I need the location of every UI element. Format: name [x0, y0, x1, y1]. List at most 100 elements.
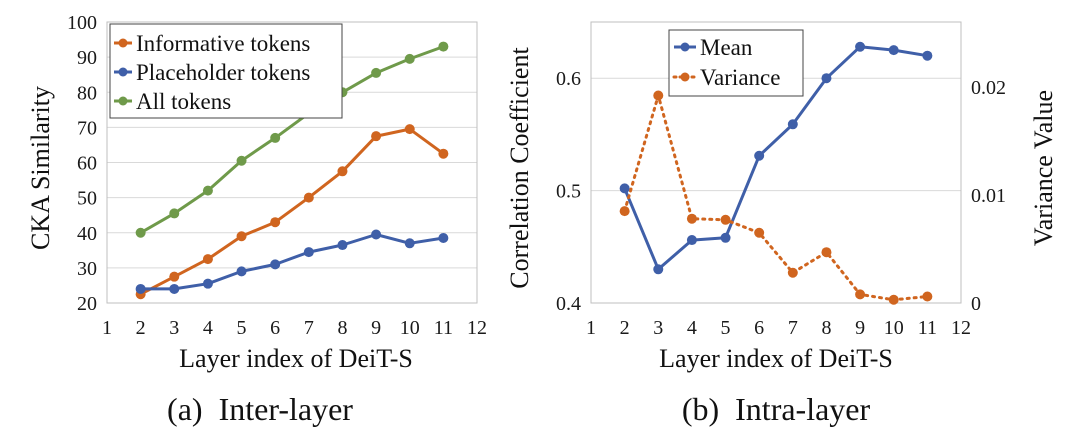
- point-variance-layer-4: [686, 213, 697, 224]
- panel-b-x-tick-labels: 1 2 3 4 5 6 7 8 9 10 11 12: [586, 317, 971, 339]
- panel-b-caption: (b) Intra-layer: [682, 391, 871, 427]
- panel-b-y2-tick-0: 0: [971, 293, 981, 315]
- panel-b-left-y-axis-label: Correlation Coefficient: [505, 47, 534, 289]
- point-all-tokens-layer-9: [371, 67, 382, 78]
- panel-a-x-tick-12: 12: [467, 317, 487, 339]
- point-all-tokens-layer-6: [270, 132, 281, 143]
- point-informative-tokens-layer-5: [236, 231, 247, 242]
- panel-b-gridlines: [591, 77, 961, 304]
- panel-a-y-axis-label: CKA Similarity: [26, 86, 55, 250]
- panel-b-y-tick-0-6: 0.6: [556, 68, 581, 90]
- panel-b-x-tick-3: 3: [653, 317, 663, 339]
- legend-marker-mean: [680, 42, 690, 52]
- point-mean-layer-3: [653, 264, 664, 275]
- panel-b-x-axis-label: Layer index of DeiT-S: [659, 344, 893, 373]
- point-placeholder-tokens-layer-9: [371, 229, 382, 240]
- point-mean-layer-8: [821, 73, 832, 84]
- panel-a-x-tick-3: 3: [169, 317, 179, 339]
- legend-entry-variance: Variance: [672, 65, 780, 90]
- point-placeholder-tokens-layer-5: [236, 266, 247, 277]
- panel-a-x-tick-2: 2: [136, 317, 146, 339]
- panel-a-x-tick-6: 6: [270, 317, 280, 339]
- point-all-tokens-layer-5: [236, 155, 247, 166]
- panel-a-y-tick-50: 50: [77, 188, 97, 210]
- panel-a-y-tick-80: 80: [77, 82, 97, 104]
- point-placeholder-tokens-layer-10: [404, 238, 415, 249]
- panel-a-x-tick-labels: 1 2 3 4 5 6 7 8 9 10 11 12: [102, 317, 487, 339]
- point-variance-layer-9: [855, 289, 866, 300]
- point-mean-layer-2: [619, 183, 630, 194]
- series-line-mean: [623, 45, 928, 271]
- point-informative-tokens-layer-9: [371, 131, 382, 142]
- point-mean-layer-10: [888, 45, 899, 56]
- panel-b-right-y-tick-labels: 0 0.01 0.02: [971, 77, 1006, 315]
- legend-label-mean: Mean: [700, 35, 753, 60]
- panel-b-x-tick-6: 6: [754, 317, 764, 339]
- legend-marker-all: [118, 96, 128, 106]
- series-variance: [619, 90, 933, 305]
- point-informative-tokens-layer-7: [303, 192, 314, 203]
- panel-a-y-tick-60: 60: [77, 153, 97, 175]
- point-variance-layer-5: [720, 214, 731, 225]
- point-mean-layer-5: [720, 232, 731, 243]
- panel-b-left-y-tick-labels: 0.4 0.5 0.6: [556, 68, 581, 315]
- point-informative-tokens-layer-11: [438, 148, 449, 159]
- panel-a-x-tick-1: 1: [102, 317, 112, 339]
- panel-a-caption: (a) Inter-layer: [167, 391, 353, 427]
- point-mean-layer-7: [787, 119, 798, 130]
- panel-b-x-tick-5: 5: [721, 317, 731, 339]
- panel-b-x-tick-9: 9: [855, 317, 865, 339]
- legend-label-informative: Informative tokens: [136, 31, 310, 56]
- point-variance-layer-3: [653, 90, 664, 101]
- panel-a-plot-frame: [106, 21, 478, 304]
- point-informative-tokens-layer-10: [404, 124, 415, 135]
- legend-label-all: All tokens: [136, 89, 231, 114]
- point-all-tokens-layer-11: [438, 41, 449, 52]
- point-mean-layer-6: [754, 150, 765, 161]
- point-informative-tokens-layer-6: [270, 217, 281, 228]
- point-all-tokens-layer-4: [202, 185, 213, 196]
- panel-b-x-tick-2: 2: [620, 317, 630, 339]
- panel-a-y-tick-30: 30: [77, 258, 97, 280]
- panel-a-x-tick-10: 10: [400, 317, 420, 339]
- panel-a-x-tick-9: 9: [371, 317, 381, 339]
- point-placeholder-tokens-layer-8: [337, 240, 348, 251]
- panel-a-legend-box: [109, 23, 343, 119]
- panel-b-x-tick-11: 11: [918, 317, 937, 339]
- legend-label-placeholder: Placeholder tokens: [136, 60, 310, 85]
- panel-b-y-tick-0-5: 0.5: [556, 181, 581, 203]
- panel-b-x-tick-10: 10: [884, 317, 904, 339]
- panel-a-y-tick-100: 100: [67, 12, 97, 34]
- point-all-tokens-layer-3: [169, 208, 180, 219]
- series-line-placeholder-tokens: [140, 233, 444, 291]
- panel-b-y2-tick-0-02: 0.02: [971, 77, 1006, 99]
- point-informative-tokens-layer-4: [202, 254, 213, 265]
- legend-entry-placeholder: Placeholder tokens: [114, 60, 310, 85]
- point-placeholder-tokens-layer-7: [303, 247, 314, 258]
- legend-marker-placeholder: [118, 67, 128, 77]
- panel-a-y-tick-labels: 20 30 40 50 60 70 80 90 100: [67, 12, 97, 315]
- point-all-tokens-layer-10: [404, 53, 415, 64]
- panel-a-x-tick-7: 7: [304, 317, 314, 339]
- legend-label-variance: Variance: [700, 65, 780, 90]
- series-mean: [619, 41, 933, 275]
- panel-b-right-y-axis-label: Variance Value: [1029, 90, 1058, 246]
- panel-b-x-tick-7: 7: [788, 317, 798, 339]
- panel-b-x-tick-8: 8: [821, 317, 831, 339]
- point-placeholder-tokens-layer-3: [169, 283, 180, 294]
- point-variance-layer-2: [619, 206, 630, 217]
- series-line-all-tokens: [139, 45, 444, 235]
- panel-b-x-tick-12: 12: [951, 317, 971, 339]
- point-placeholder-tokens-layer-11: [438, 233, 449, 244]
- point-variance-layer-11: [922, 291, 933, 302]
- point-placeholder-tokens-layer-4: [202, 278, 213, 289]
- point-mean-layer-9: [855, 41, 866, 52]
- panel-a-series: [135, 41, 449, 300]
- point-mean-layer-4: [686, 235, 697, 246]
- point-variance-layer-7: [787, 267, 798, 278]
- panel-b-legend: Mean Variance: [668, 29, 804, 97]
- legend-entry-all: All tokens: [114, 89, 231, 114]
- legend-marker-variance: [680, 72, 690, 82]
